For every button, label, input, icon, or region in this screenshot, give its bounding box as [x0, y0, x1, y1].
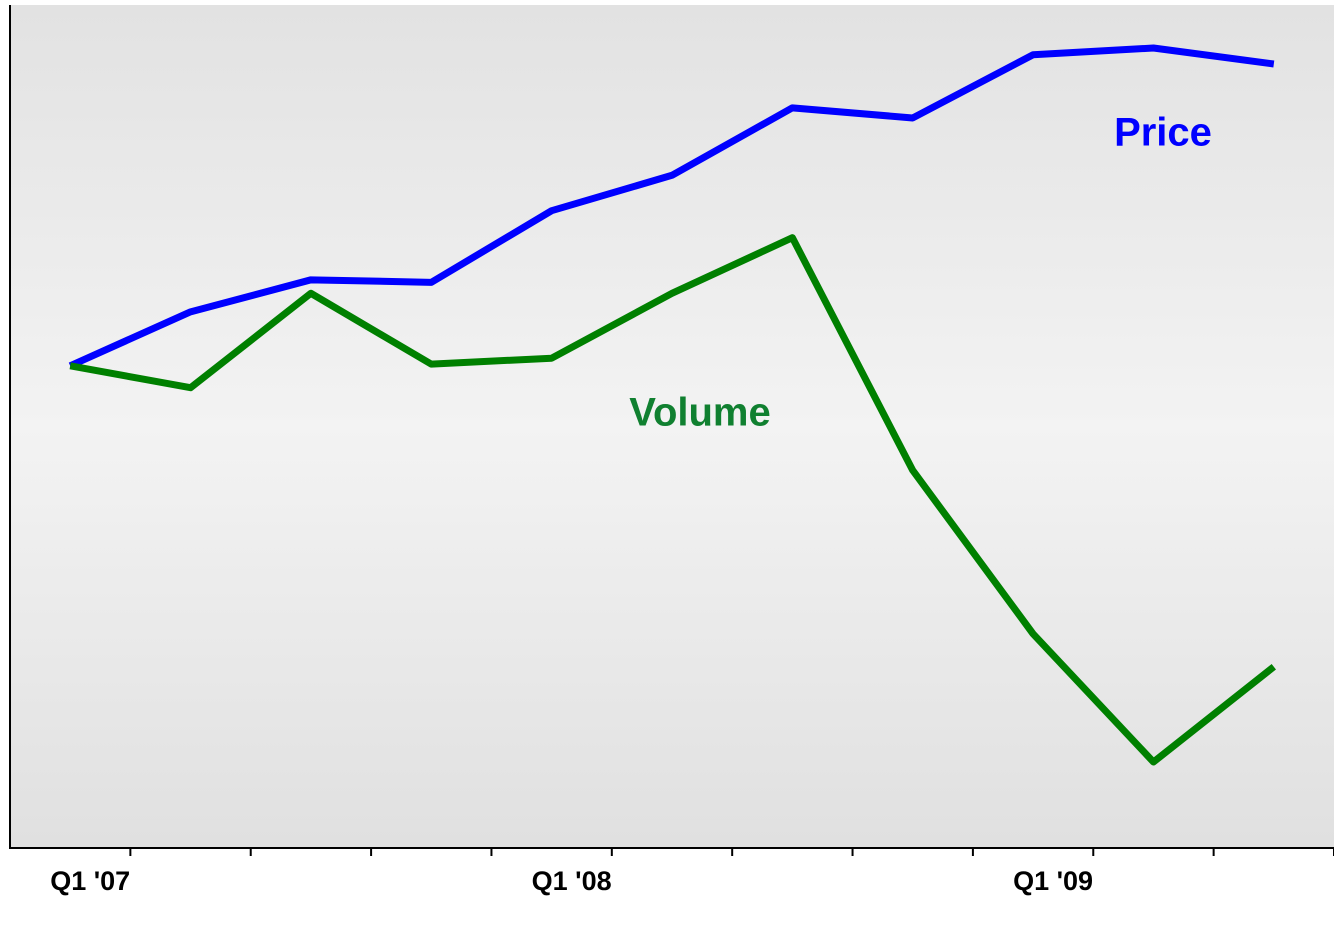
series-label: Price: [1114, 111, 1212, 155]
plot-area: [10, 5, 1334, 848]
x-tick-label: Q1 '07: [50, 866, 130, 896]
series-label: Volume: [629, 391, 771, 435]
x-tick-label: Q1 '09: [1013, 866, 1093, 896]
x-tick-label: Q1 '08: [532, 866, 612, 896]
line: [69, 234, 1276, 766]
line: [68, 44, 1275, 369]
